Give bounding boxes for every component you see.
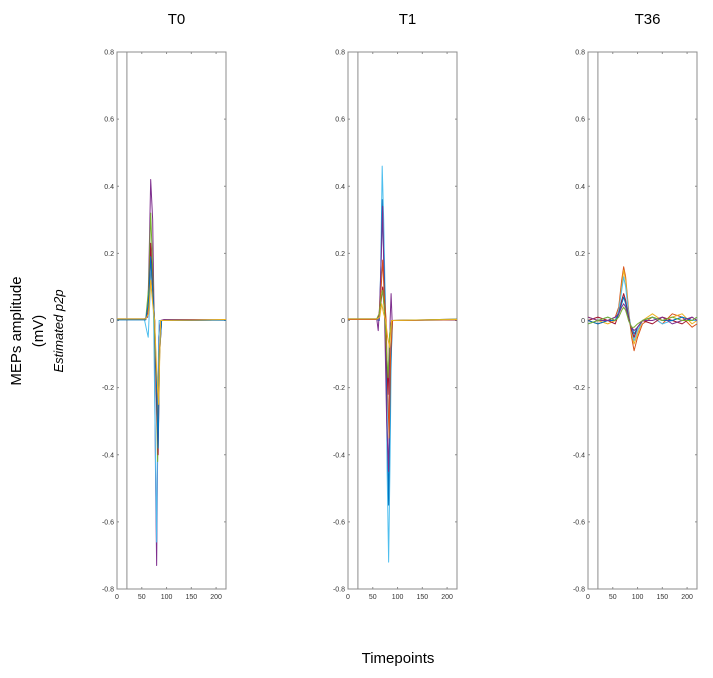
- panels-group: T0 -0.8 -0.6 -0.4 -0.2 0 0.2 0.4 0.6 0.8 0 50 100 150…: [102, 11, 698, 601]
- y-tick-label: -0.8: [333, 587, 345, 594]
- x-tick-label: 0: [115, 594, 119, 601]
- y-tick-label: -0.2: [333, 385, 345, 392]
- x-tick-label: 100: [632, 594, 644, 601]
- trace-3: [587, 276, 697, 342]
- trace-3: [117, 212, 227, 462]
- x-tick-label: 0: [586, 594, 590, 601]
- trace-1: [348, 165, 458, 563]
- panel-title: T36: [635, 11, 661, 28]
- y-tick-label: -0.8: [102, 587, 114, 594]
- x-tick-label: 50: [138, 594, 146, 601]
- x-tick-label: 100: [392, 594, 404, 601]
- y-tick-label: 0.2: [104, 251, 114, 258]
- ylabel-unit: (mV): [30, 315, 47, 348]
- y-tick-label: 0.2: [335, 251, 345, 258]
- y-tick-label: 0.4: [104, 184, 114, 191]
- trace-1: [117, 179, 226, 567]
- xlabel: Timepoints: [362, 650, 435, 667]
- y-tick-label: -0.2: [102, 385, 114, 392]
- trace-7: [348, 303, 458, 348]
- x-tick-label: 200: [681, 594, 693, 601]
- y-tick-label: 0.6: [335, 117, 345, 124]
- panel-title: T1: [399, 11, 417, 28]
- ylabel-sub: Estimated p2p: [51, 289, 66, 372]
- y-tick-label: 0.8: [575, 50, 585, 57]
- y-tick-label: 0.4: [335, 184, 345, 191]
- trace-2: [117, 259, 227, 543]
- y-tick-label: 0: [581, 318, 585, 325]
- panel-t36: T36 -0.8 -0.6 -0.4 -0.2 0 0.2 0.4 0.6 0.8 0 50 100 15…: [573, 11, 698, 601]
- panel-t0: T0 -0.8 -0.6 -0.4 -0.2 0 0.2 0.4 0.6 0.8 0 50 100 150…: [102, 11, 227, 601]
- x-tick-label: 50: [609, 594, 617, 601]
- trace-6: [117, 256, 227, 449]
- y-tick-label: -0.2: [573, 385, 585, 392]
- trace-4: [117, 242, 227, 456]
- x-tick-label: 50: [369, 594, 377, 601]
- ylabel-main: MEPs amplitude: [8, 276, 25, 385]
- panel-title: T0: [168, 11, 186, 28]
- x-tick-label: 200: [210, 594, 222, 601]
- trace-5: [117, 256, 227, 432]
- y-tick-label: 0: [110, 318, 114, 325]
- y-tick-label: -0.4: [333, 452, 345, 459]
- y-tick-label: 0.6: [575, 117, 585, 124]
- trace-3: [348, 205, 458, 473]
- x-tick-label: 100: [161, 594, 173, 601]
- x-tick-label: 150: [185, 594, 197, 601]
- trace-6: [348, 289, 458, 379]
- trace-7: [587, 306, 698, 328]
- y-tick-label: -0.6: [102, 519, 114, 526]
- y-tick-label: 0.8: [335, 50, 345, 57]
- x-tick-label: 150: [656, 594, 668, 601]
- trace-2: [587, 269, 698, 345]
- x-tick-label: 0: [346, 594, 350, 601]
- y-tick-label: 0.4: [575, 184, 585, 191]
- panel-t1: T1 -0.8 -0.6 -0.4 -0.2 0 0.2 0.4 0.6 0.8 0 50 100 150…: [333, 11, 458, 601]
- y-tick-label: -0.6: [333, 519, 345, 526]
- trace-1: [587, 266, 698, 352]
- y-tick-label: -0.4: [102, 452, 114, 459]
- y-tick-label: 0.2: [575, 251, 585, 258]
- y-tick-label: 0.8: [104, 50, 114, 57]
- trace-2: [348, 199, 458, 506]
- trace-4: [587, 293, 698, 338]
- trace-5: [348, 286, 458, 395]
- trace-4: [348, 259, 458, 439]
- trace-7: [117, 279, 227, 405]
- y-tick-label: -0.8: [573, 587, 585, 594]
- x-tick-label: 200: [441, 594, 453, 601]
- y-tick-label: 0: [341, 318, 345, 325]
- y-tick-label: -0.4: [573, 452, 585, 459]
- x-tick-label: 150: [416, 594, 428, 601]
- y-tick-label: 0.6: [104, 117, 114, 124]
- trace-5: [587, 296, 698, 335]
- y-tick-label: -0.6: [573, 519, 585, 526]
